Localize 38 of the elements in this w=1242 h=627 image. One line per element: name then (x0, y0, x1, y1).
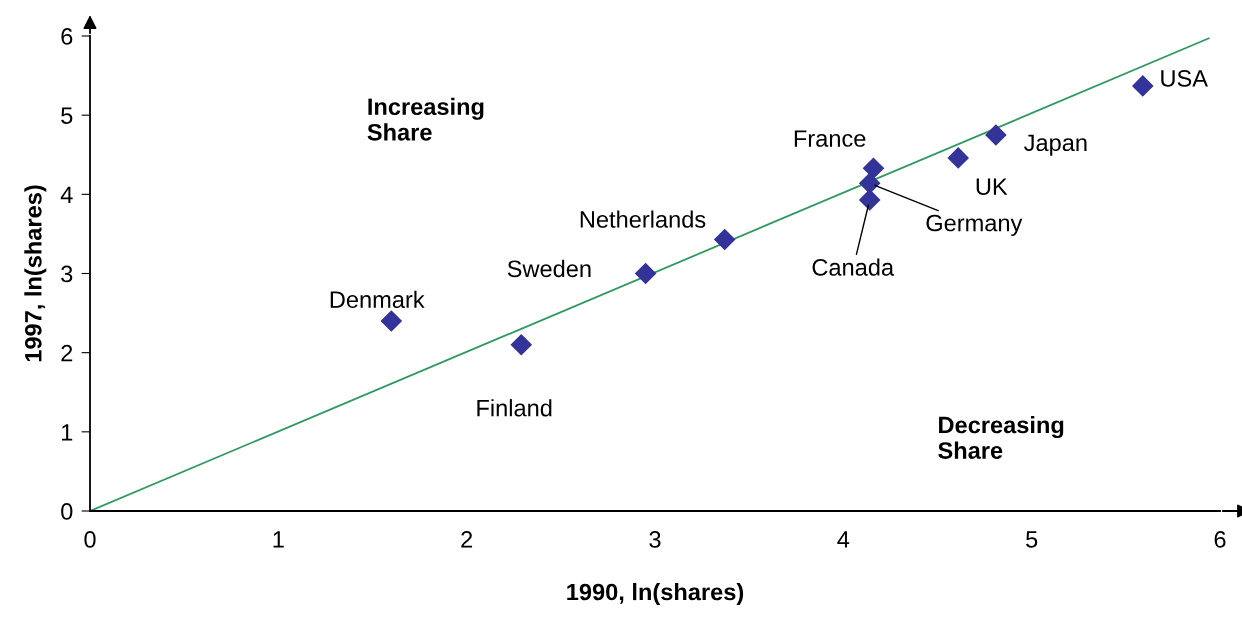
y-tick-label: 6 (61, 28, 73, 45)
y-axis-title: 1997, ln(shares) (24, 185, 47, 362)
annotation: France (794, 130, 866, 147)
point (510, 334, 532, 356)
annotation: Decreasing Share (938, 416, 1064, 459)
annotation: Sweden (507, 259, 591, 278)
y-tick-label: 0 (61, 503, 73, 520)
annotation: Japan (1024, 134, 1087, 156)
x-tick-label: 6 (1214, 531, 1226, 548)
point (1132, 75, 1154, 97)
x-tick-label: 4 (837, 531, 850, 548)
x-tick-label: 5 (1026, 531, 1038, 548)
point (859, 189, 881, 211)
point (985, 124, 1007, 146)
point (635, 262, 657, 285)
annotation: Finland (477, 399, 552, 417)
point (947, 147, 969, 169)
annotation: Canada (812, 258, 895, 276)
y-tick-label: 1 (62, 424, 73, 441)
point (380, 310, 402, 332)
x-tick-label: 1 (273, 531, 284, 548)
point (862, 157, 884, 179)
y-tick-label: 4 (60, 186, 73, 203)
x-tick-label: 2 (461, 531, 473, 548)
y-tick-label: 5 (61, 107, 73, 124)
point (714, 228, 736, 250)
annotation: UK (976, 178, 1008, 195)
x-tick-label: 3 (649, 531, 661, 548)
x-tick-label: 0 (84, 531, 96, 548)
annotation: Netherlands (580, 210, 706, 228)
annotation: Denmark (330, 290, 425, 308)
annotation: Germany (926, 214, 1023, 237)
y-tick-label: 2 (61, 344, 73, 362)
y-tick-label: 3 (61, 265, 73, 283)
point (859, 172, 881, 194)
annotation: USA (1161, 70, 1208, 87)
annotation: Increasing Share (367, 97, 484, 141)
x-axis-title: 1990, ln(shares) (567, 583, 744, 606)
